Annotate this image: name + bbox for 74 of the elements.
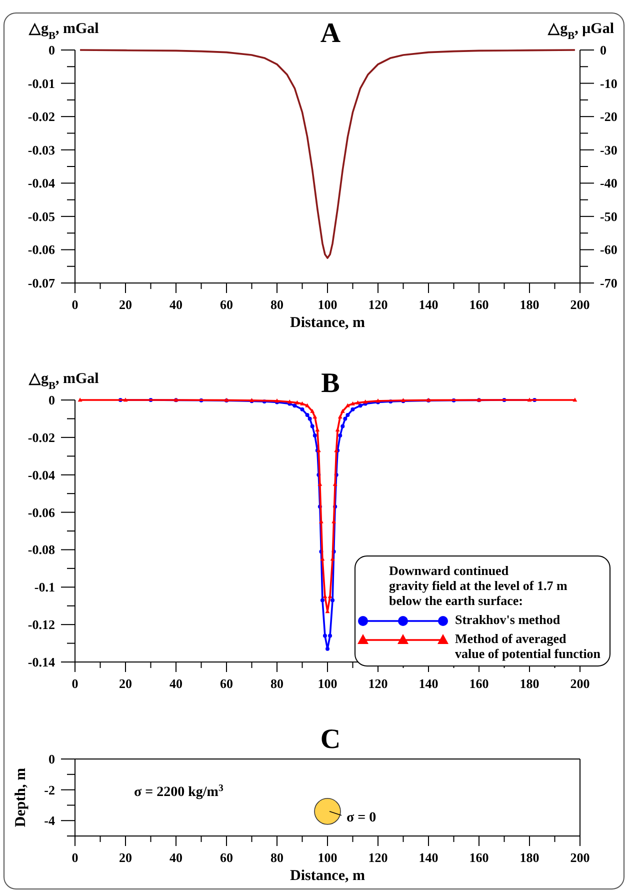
y-axis-title: △g$_{B}$, mGal — [28, 371, 99, 392]
y2-tick-label: 0 — [600, 42, 606, 58]
y-tick-label: -0.04 — [28, 467, 56, 482]
y2-tick-label: -30 — [600, 142, 618, 158]
y2-tick-label: -40 — [600, 176, 618, 191]
y2-tick-label: -50 — [600, 208, 618, 224]
legend-label: Strakhov's method — [455, 612, 561, 627]
chart-title: C — [320, 724, 341, 755]
annotation: σ = 2200 kg/m$^{3}$ — [134, 782, 224, 800]
x-tick-label: 40 — [170, 850, 182, 865]
y-tick-label: -0.1 — [34, 580, 55, 595]
x-tick-label: 160 — [469, 297, 489, 312]
y-tick-label: -0.06 — [28, 504, 56, 520]
y-tick-label: 0 — [48, 752, 55, 766]
x-tick-label: 100 — [318, 676, 338, 691]
y2-axis-title: △g$_{B}$, μGal — [547, 21, 614, 42]
x-tick-label: 0 — [72, 676, 78, 691]
x-tick-label: 20 — [119, 850, 132, 865]
y-axis-title: Depth, m — [13, 767, 29, 828]
legend-label: Method of averaged value of potential function — [455, 631, 602, 661]
x-tick-label: 120 — [368, 850, 388, 865]
chart-title: B — [321, 368, 340, 399]
x-tick-label: 180 — [520, 297, 540, 312]
chart-title: A — [320, 18, 342, 49]
y-tick-label: -0.04 — [28, 176, 56, 191]
x-tick-label: 180 — [520, 850, 540, 865]
y-tick-label: -0.06 — [28, 242, 56, 258]
y-axis-title: △g$_{B}$, mGal — [28, 21, 99, 42]
x-tick-label: 80 — [270, 850, 284, 865]
x-tick-label: 160 — [469, 850, 489, 865]
x-tick-label: 0 — [72, 850, 78, 865]
y-tick-label: 0 — [48, 392, 55, 408]
x-tick-label: 160 — [469, 676, 489, 691]
y-tick-label: -2 — [44, 782, 55, 798]
x-tick-label: 180 — [520, 676, 540, 691]
x-tick-label: 120 — [368, 297, 388, 312]
y-tick-label: -0.03 — [28, 142, 56, 158]
x-tick-label: 60 — [220, 850, 233, 865]
x-tick-label: 80 — [270, 676, 284, 691]
y-tick-label: -0.08 — [28, 542, 56, 558]
x-tick-label: 200 — [570, 297, 590, 312]
x-tick-label: 0 — [72, 297, 78, 312]
y2-tick-label: -20 — [600, 109, 618, 124]
x-tick-label: 60 — [220, 676, 233, 691]
x-tick-label: 200 — [570, 676, 590, 691]
y-tick-label: 0 — [48, 42, 55, 58]
x-tick-label: 120 — [368, 676, 388, 691]
y-tick-label: -4 — [44, 813, 56, 828]
x-tick-label: 60 — [220, 297, 233, 312]
y-tick-label: -0.12 — [28, 617, 55, 632]
annotation: σ = 0 — [346, 810, 376, 826]
x-tick-label: 20 — [119, 676, 132, 691]
x-tick-label: 140 — [418, 676, 438, 691]
x-tick-label: 140 — [418, 850, 438, 865]
x-axis-title: Distance, m — [290, 315, 366, 331]
x-tick-label: 40 — [170, 297, 182, 312]
y-tick-label: -0.02 — [28, 430, 55, 445]
y2-tick-label: -10 — [600, 76, 618, 91]
y-tick-label: -0.14 — [28, 654, 56, 670]
x-tick-label: 140 — [418, 297, 438, 312]
y-tick-label: -0.05 — [28, 208, 56, 224]
y2-tick-label: -60 — [600, 242, 618, 258]
legend-title: Downward continued gravity field at the level of 1.7 m below the earth surface: — [389, 563, 568, 608]
x-tick-label: 40 — [170, 676, 182, 691]
x-tick-label: 20 — [119, 297, 132, 312]
x-tick-label: 100 — [318, 297, 338, 312]
x-tick-label: 100 — [318, 850, 338, 865]
y2-tick-label: -70 — [600, 276, 618, 290]
x-axis-title: Distance, m — [290, 868, 366, 884]
x-tick-label: 200 — [570, 850, 590, 865]
y-tick-label: -0.02 — [28, 109, 55, 124]
y-tick-label: -0.07 — [28, 276, 56, 290]
y-tick-label: -0.01 — [28, 76, 55, 91]
x-tick-label: 80 — [270, 297, 284, 312]
